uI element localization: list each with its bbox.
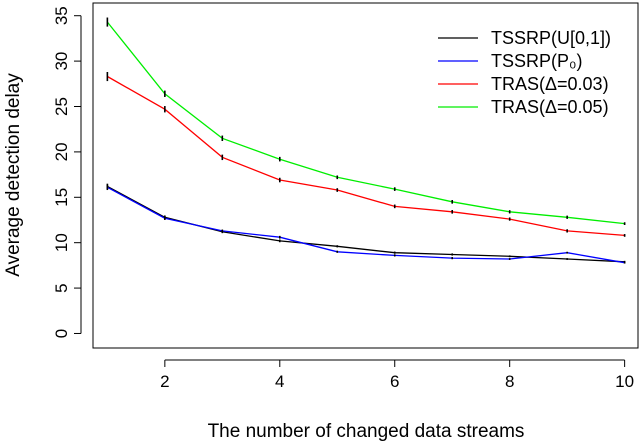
plot-border: [92, 2, 639, 349]
y-tick-label: 10: [52, 233, 71, 252]
legend-label: TSSRP(P₀): [491, 51, 582, 71]
legend: TSSRP(U[0,1]) TSSRP(P₀) TRAS(Δ=0.03) TRAS(Δ…: [438, 28, 611, 117]
y-tick-label: 20: [52, 142, 71, 161]
y-tick-label: 5: [52, 283, 71, 292]
y-tick-label: 15: [52, 188, 71, 207]
x-tick-label: 6: [390, 372, 399, 391]
x-axis-title: The number of changed data streams: [208, 421, 525, 442]
series-4: [106, 17, 626, 225]
x-tick-label: 10: [615, 372, 634, 391]
y-tick-label: 25: [52, 97, 71, 116]
y-tick-label: 0: [52, 329, 71, 338]
legend-label: TRAS(Δ=0.05): [491, 97, 609, 117]
series-line: [107, 186, 625, 264]
x-tick-label: 2: [160, 372, 169, 391]
series-line: [106, 21, 625, 225]
series-layer: [106, 17, 626, 264]
x-tick-label: 4: [275, 372, 284, 391]
series-line: [107, 75, 625, 237]
axes-layer: 2 4 6 8 10 0 5 10 15 20 25 30 35: [52, 6, 634, 391]
y-tick-label: 30: [52, 52, 71, 71]
y-tick-label: 35: [52, 6, 71, 25]
legend-label: TRAS(Δ=0.03): [491, 74, 609, 94]
y-axis-title: Average detection delay: [3, 73, 24, 277]
x-tick-label: 8: [505, 372, 514, 391]
series-3: [106, 72, 626, 237]
plot-frame: [92, 2, 639, 349]
legend-label: TSSRP(U[0,1]): [491, 28, 611, 48]
series-2: [106, 184, 626, 264]
